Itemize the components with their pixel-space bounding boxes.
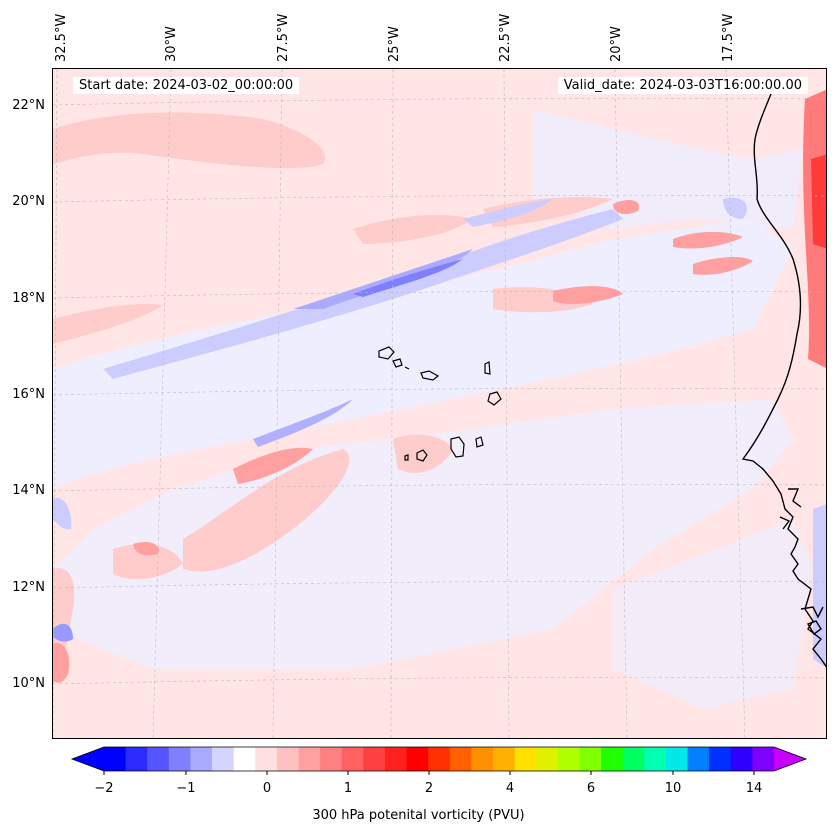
colorbar-bin	[276, 747, 300, 771]
colorbar-bin	[233, 747, 256, 771]
lat-label-18n: 18°N	[12, 291, 45, 306]
colorbar-bin	[212, 747, 235, 771]
colorbar-tick-label: 14	[745, 781, 763, 796]
colorbar-outline	[70, 746, 808, 772]
pv-map-panel: Start date: 2024-03-02_00:00:00 Valid_da…	[52, 68, 827, 739]
pv-field	[53, 69, 826, 738]
colorbar-extend-max	[774, 747, 806, 771]
pv-coastal-red-band	[803, 89, 826, 368]
lon-label-17-5w: 17.5°W	[721, 13, 736, 62]
colorbar	[70, 746, 808, 775]
lon-label-32-5w: 32.5°W	[54, 13, 69, 62]
colorbar-bin	[320, 747, 343, 771]
colorbar-bin	[536, 747, 559, 771]
colorbar-bin	[752, 747, 775, 771]
colorbar-tick-label: 10	[664, 781, 682, 796]
start-date-label: Start date: 2024-03-02_00:00:00	[73, 77, 300, 94]
colorbar-bin	[341, 747, 364, 771]
colorbar-bin	[363, 747, 386, 771]
lat-label-20n: 20°N	[12, 194, 45, 209]
colorbar-bin	[384, 747, 408, 771]
colorbar-tick-label: 0	[262, 781, 272, 796]
colorbar-bin	[125, 747, 148, 771]
colorbar-bin	[557, 747, 580, 771]
lon-label-27-5w: 27.5°W	[276, 13, 291, 62]
colorbar-tick-label: 6	[586, 781, 596, 796]
colorbar-bin	[493, 747, 516, 771]
colorbar-bin	[255, 747, 278, 771]
colorbar-bin	[644, 747, 667, 771]
lon-label-22-5w: 22.5°W	[498, 13, 513, 62]
colorbar-bin	[298, 747, 321, 771]
lat-label-22n: 22°N	[12, 98, 45, 113]
lon-label-30w: 30°W	[164, 26, 179, 62]
cape-verde-islands	[378, 346, 502, 462]
lat-label-12n: 12°N	[12, 580, 45, 595]
colorbar-tick-label: −2	[94, 781, 114, 796]
colorbar-bin	[168, 747, 191, 771]
colorbar-title: 300 hPa potenital vorticity (PVU)	[312, 808, 525, 823]
colorbar-bin	[104, 747, 127, 771]
lat-label-14n: 14°N	[12, 483, 45, 498]
colorbar-tick-label: 1	[343, 781, 353, 796]
colorbar-bin	[665, 747, 689, 771]
pv-pink-patches	[53, 112, 613, 679]
colorbar-ticks	[103, 771, 755, 775]
colorbar-tick-label: 4	[505, 781, 515, 796]
colorbar-bin	[428, 747, 451, 771]
colorbar-bins	[104, 747, 775, 771]
colorbar-bin	[406, 747, 429, 771]
coastline	[741, 88, 826, 668]
colorbar-bin	[579, 747, 602, 771]
lon-label-20w: 20°W	[609, 26, 624, 62]
colorbar-extend-min	[72, 747, 104, 771]
colorbar-bin	[601, 747, 624, 771]
valid-date-label: Valid_date: 2024-03-03T16:00:00.00	[557, 77, 808, 94]
colorbar-bin	[730, 747, 753, 771]
colorbar-bin	[190, 747, 213, 771]
pv-blue-streaks	[53, 197, 826, 668]
colorbar-bin	[514, 747, 537, 771]
colorbar-bin	[622, 747, 645, 771]
colorbar-bin	[449, 747, 472, 771]
lat-label-10n: 10°N	[12, 676, 45, 691]
lon-label-25w: 25°W	[387, 26, 402, 62]
colorbar-bin	[471, 747, 494, 771]
colorbar-tick-label: 2	[424, 781, 434, 796]
colorbar-tick-label: −1	[176, 781, 196, 796]
colorbar-bin	[687, 747, 710, 771]
pv-red-streaks	[53, 199, 753, 683]
lat-label-16n: 16°N	[12, 387, 45, 402]
colorbar-bin	[709, 747, 732, 771]
colorbar-bin	[147, 747, 170, 771]
map-gridlines	[53, 69, 826, 738]
